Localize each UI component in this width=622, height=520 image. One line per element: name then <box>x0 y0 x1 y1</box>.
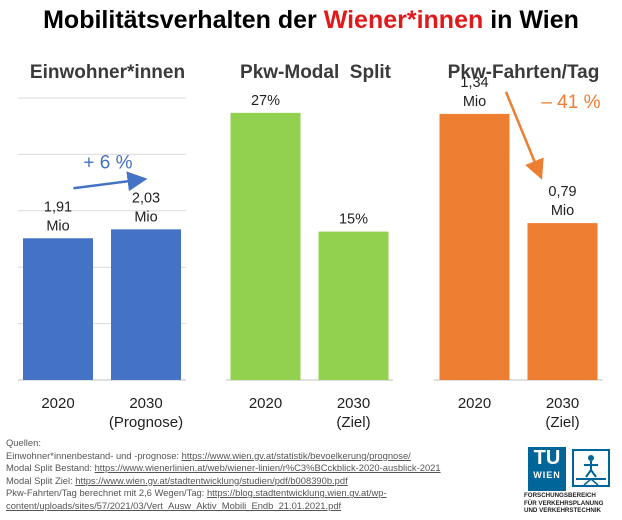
tu-wien-mark: TU WIEN <box>528 447 566 491</box>
data-label: Mio <box>463 94 486 110</box>
sources-block: Quellen: Einwohner*innenbestand- und -pr… <box>6 437 516 512</box>
data-label: Mio <box>134 209 157 225</box>
tick-sublabel: (Ziel) <box>545 414 579 431</box>
logo-wien-text: WIEN <box>533 470 561 480</box>
department-line-3: UND VERKEHRSTECHNIK <box>524 507 602 515</box>
source-link[interactable]: https://www.wienerlinien.at/web/wiener-l… <box>94 462 441 473</box>
department-line-1: FORSCHUNGSBEREICH <box>524 492 596 499</box>
source-line-1: Einwohner*innenbestand- und -prognose: h… <box>6 450 516 463</box>
source-line-5: content/uploads/sites/57/2021/03/Vert_Au… <box>6 500 516 513</box>
tu-wien-logo: TU WIEN FORSCHUNGSBEREICH FÜR VERKEHRSPL… <box>524 447 620 517</box>
title-highlight: Wiener*innen <box>323 6 484 34</box>
charts-area: 1,91 Mio 2020 2,03 Mio 2030 (Prognose) + 6 % 27%… <box>18 75 603 431</box>
department-line-2: FÜR VERKEHRSPLANUNG <box>524 499 604 507</box>
panel-title-modal-split: Pkw-Modal Split <box>240 62 391 83</box>
tick-label: 2030 <box>129 395 162 412</box>
data-label: 1,91 <box>44 199 72 215</box>
data-label: Mio <box>46 218 69 234</box>
change-annotation: + 6 % <box>83 152 132 173</box>
bar <box>318 231 389 380</box>
sources-heading: Quellen: <box>6 437 41 448</box>
tick-label: 2020 <box>458 395 491 412</box>
tick-sublabel: (Prognose) <box>109 414 183 431</box>
data-label: 15% <box>339 212 368 228</box>
source-link[interactable]: https://blog.stadtentwicklung.wien.gv.at… <box>206 487 387 498</box>
tick-sublabel: (Ziel) <box>336 414 370 431</box>
panel-title-pkw-fahrten: Pkw-Fahrten/Tag <box>447 62 600 83</box>
bar <box>111 229 181 380</box>
source-label: Pkw-Fahrten/Tag berechnet mit 2,6 Wegen/… <box>6 487 207 498</box>
source-line-4: Pkw-Fahrten/Tag berechnet mit 2,6 Wegen/… <box>6 487 516 500</box>
title-suffix: in Wien <box>483 6 579 34</box>
bar <box>439 113 510 380</box>
change-arrow <box>73 171 148 192</box>
bar <box>230 112 301 380</box>
panel-title-einwohner: Einwohner*innen <box>29 62 186 83</box>
source-label: Modal Split Bestand: <box>6 462 95 473</box>
data-label: Mio <box>551 203 574 219</box>
title-prefix: Mobilitätsverhalten der <box>43 6 324 34</box>
bar <box>527 223 598 380</box>
data-label: 0,79 <box>548 184 576 200</box>
change-annotation: – 41 % <box>541 92 600 113</box>
source-line-3: Modal Split Ziel: https://www.wien.gv.at… <box>6 475 516 488</box>
change-arrow <box>504 91 544 180</box>
data-label: 27% <box>251 93 280 109</box>
source-link[interactable]: content/uploads/sites/57/2021/03/Vert_Au… <box>6 499 342 511</box>
source-line-2: Modal Split Bestand: https://www.wienerl… <box>6 462 516 475</box>
source-link[interactable]: https://www.wien.gv.at/stadtentwicklung/… <box>75 474 348 486</box>
source-label: Einwohner*innenbestand- und -prognose: <box>6 449 182 461</box>
tick-label: 2020 <box>249 395 282 412</box>
bar <box>23 238 93 380</box>
department-name: FORSCHUNGSBEREICH FÜR VERKEHRSPLANUNG UN… <box>524 492 620 515</box>
department-pictogram-icon <box>572 449 610 487</box>
data-label: 2,03 <box>132 190 160 206</box>
tick-label: 2030 <box>546 395 579 412</box>
page-title: Mobilitätsverhalten der Wiener*innen in … <box>0 6 622 35</box>
data-label: 1,34 <box>460 75 488 91</box>
source-label: Modal Split Ziel: <box>6 474 76 486</box>
tick-label: 2030 <box>337 395 370 412</box>
source-link[interactable]: https://www.wien.gv.at/statistik/bevoelk… <box>181 449 411 461</box>
tick-label: 2020 <box>41 395 74 412</box>
logo-tu-text: TU <box>533 447 561 469</box>
